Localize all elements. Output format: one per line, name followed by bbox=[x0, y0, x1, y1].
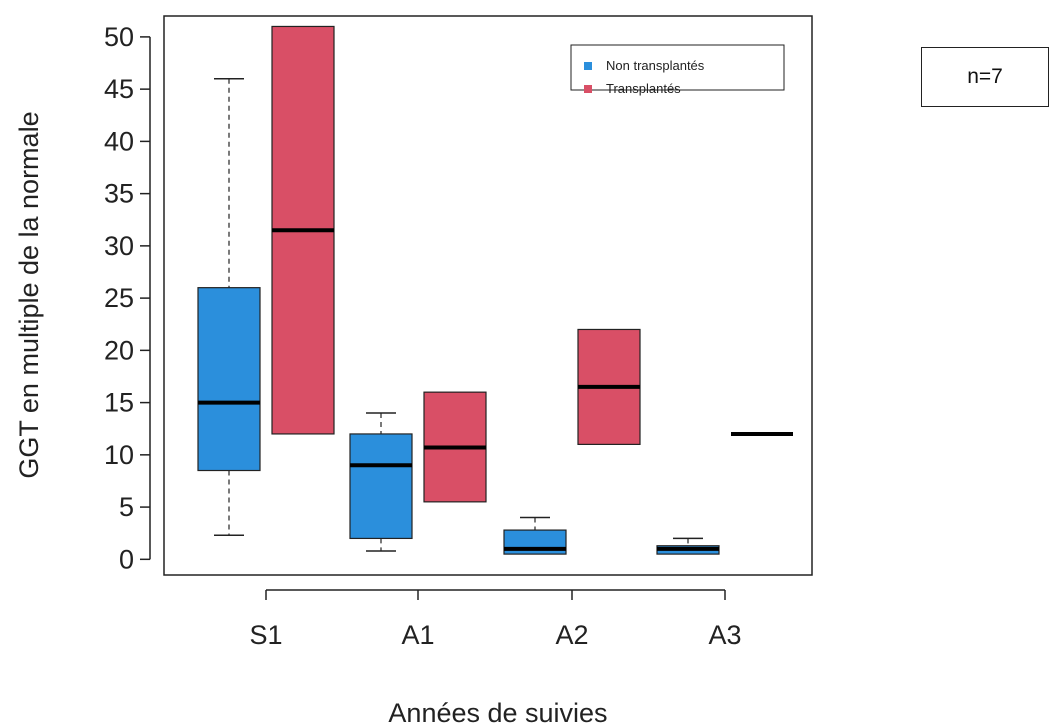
box-A1-non-transplantes bbox=[349, 412, 413, 552]
sample-size-box: n=7 bbox=[921, 47, 1049, 107]
x-tick-label: S1 bbox=[249, 620, 282, 650]
x-axis-title: Années de suivies bbox=[388, 698, 607, 724]
legend-swatch-transplantes bbox=[584, 85, 592, 93]
y-tick-label: 50 bbox=[104, 22, 134, 52]
y-tick-label: 20 bbox=[104, 335, 134, 365]
y-axis: 0 5 10 15 20 25 30 35 40 45 50 bbox=[104, 22, 151, 574]
box-A3-non-transplantes bbox=[656, 537, 720, 555]
x-tick-label: A1 bbox=[401, 620, 434, 650]
box-S1-transplantes bbox=[271, 25, 335, 435]
x-tick-label: A3 bbox=[708, 620, 741, 650]
x-axis: S1 A1 A2 A3 bbox=[249, 589, 742, 650]
legend: Non transplantés Transplantés bbox=[570, 44, 785, 96]
sample-size-label: n=7 bbox=[967, 65, 1003, 88]
y-tick-label: 15 bbox=[104, 388, 134, 418]
legend-label-transplantes: Transplantés bbox=[606, 81, 681, 96]
y-tick-label: 30 bbox=[104, 231, 134, 261]
boxplot-series bbox=[197, 25, 793, 555]
y-tick-label: 25 bbox=[104, 283, 134, 313]
box-A2-transplantes bbox=[577, 328, 641, 445]
box-A1-transplantes bbox=[423, 391, 487, 503]
x-tick-label: A2 bbox=[555, 620, 588, 650]
y-tick-label: 5 bbox=[119, 492, 134, 522]
y-tick-label: 0 bbox=[119, 544, 134, 574]
legend-box bbox=[570, 44, 785, 91]
y-tick-label: 40 bbox=[104, 126, 134, 156]
box-body bbox=[197, 287, 261, 472]
y-tick-label: 35 bbox=[104, 179, 134, 209]
box-body bbox=[349, 433, 413, 540]
y-axis-title: GGT en multiple de la normale bbox=[14, 111, 44, 478]
box-S1-non-transplantes bbox=[197, 77, 261, 537]
legend-label-non-transplantes: Non transplantés bbox=[606, 58, 705, 73]
y-tick-label: 45 bbox=[104, 74, 134, 104]
y-tick-label: 10 bbox=[104, 440, 134, 470]
box-A2-non-transplantes bbox=[503, 516, 567, 555]
legend-swatch-non-transplantes bbox=[584, 62, 592, 70]
plot-frame bbox=[163, 15, 813, 576]
